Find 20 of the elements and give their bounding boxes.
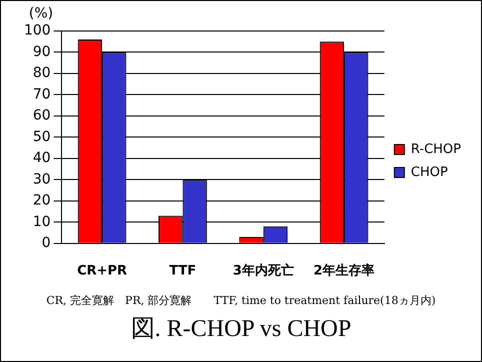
text: 図. R-CHOP vs CHOP — [130, 315, 352, 344]
x-tick-label: CR+PR — [77, 264, 128, 279]
y-tick-label: 50 — [32, 128, 51, 145]
y-tick-label: 40 — [32, 150, 51, 166]
y-tick-label: 0 — [42, 235, 51, 252]
text: CR, 完全寛解 PR, 部分寛解 TTF, time to treatment failure(18ヵ月内) — [45, 293, 437, 308]
legend-label: CHOP — [410, 164, 448, 180]
x-tick-label: 3年内死亡 — [232, 262, 294, 279]
y-tick-label: 100 — [24, 22, 51, 39]
legend-label: R-CHOP — [410, 142, 462, 157]
x-tick-label: TTF — [169, 264, 196, 279]
y-tick-label: 90 — [32, 44, 51, 60]
y-tick-label: 70 — [32, 86, 51, 102]
y-tick-label: 10 — [32, 214, 51, 230]
y-tick-label: 60 — [32, 108, 51, 124]
y-tick-label: 20 — [32, 192, 51, 209]
y-tick-label: 80 — [32, 65, 51, 82]
x-tick-label: 2年生存率 — [314, 262, 375, 279]
y-axis-title: (%) — [28, 6, 54, 22]
y-tick-label: 30 — [32, 171, 51, 188]
